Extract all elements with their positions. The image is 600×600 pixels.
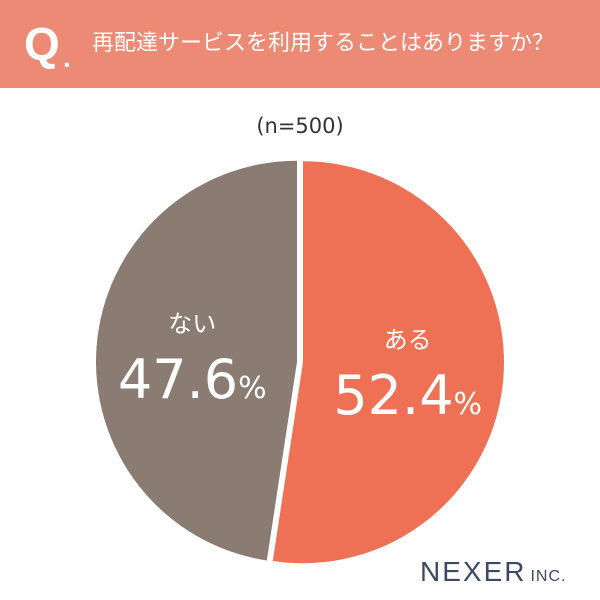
q-mark: Q [24, 18, 60, 70]
sample-size: (n=500) [256, 114, 344, 138]
logo-main: NEXER [420, 556, 527, 587]
slice-value-2: 47.6% [118, 348, 267, 411]
q-dot: . [63, 42, 71, 73]
slice-value-1: 52.4% [333, 364, 482, 427]
logo-sub: INC. [530, 568, 567, 585]
pie-slices [96, 160, 504, 564]
nexer-logo: NEXER INC. [420, 556, 566, 588]
question-header: Q . 再配達サービスを利用することはありますか？ [0, 0, 600, 88]
slice-label-2: ない [168, 310, 216, 338]
question-text: 再配達サービスを利用することはありますか？ [92, 31, 555, 56]
slice-label-1: ある [384, 326, 432, 354]
pie-labels: ある 52.4% ない 47.6% [118, 310, 482, 427]
pie-slice-2 [96, 160, 298, 561]
pie-slice-1 [272, 161, 504, 564]
